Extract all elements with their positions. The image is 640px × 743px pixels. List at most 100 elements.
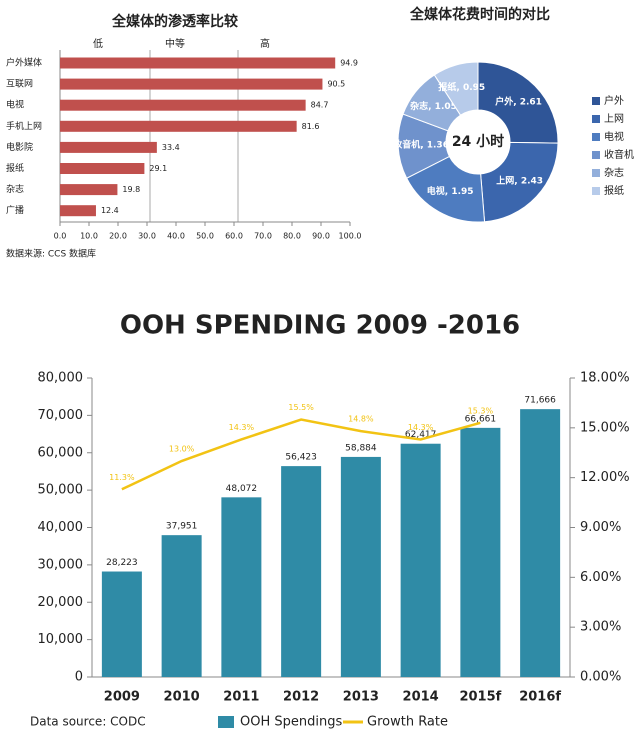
y2-tick-label: 12.00% xyxy=(580,470,630,485)
value-label: 28,223 xyxy=(106,558,138,568)
value-label: 15.5% xyxy=(288,403,314,412)
value-label: 15.3% xyxy=(468,406,494,415)
value-label: 收音机, 1.36 xyxy=(393,139,449,151)
chart-title: OOH SPENDING 2009 -2016 xyxy=(120,311,520,341)
y2-tick-label: 3.00% xyxy=(580,620,621,635)
x-tick-label: 2013 xyxy=(343,690,379,705)
y-tick-label: 电视 xyxy=(6,99,24,111)
value-label: 84.7 xyxy=(311,101,329,110)
annotation: 低 xyxy=(93,37,103,50)
annotation: 高 xyxy=(260,37,270,50)
legend-label: 上网 xyxy=(604,113,624,125)
legend-swatch xyxy=(592,151,600,159)
x-tick-label: 2014 xyxy=(403,690,439,705)
legend-label: 电视 xyxy=(604,130,624,143)
y-tick-label: 手机上网 xyxy=(6,120,42,132)
value-label: 62,417 xyxy=(405,430,437,440)
x-tick-label: 40.0 xyxy=(167,232,185,241)
donut-slice xyxy=(477,61,559,144)
y-tick-label: 50,000 xyxy=(38,483,84,498)
bar xyxy=(60,57,336,69)
y-tick-label: 0 xyxy=(75,670,83,685)
x-tick-label: 60.0 xyxy=(225,232,243,241)
legend-swatch xyxy=(592,133,600,141)
x-tick-label: 70.0 xyxy=(254,232,272,241)
value-label: 29.1 xyxy=(149,164,167,173)
bar xyxy=(400,443,441,677)
y-tick-label: 户外媒体 xyxy=(6,57,42,69)
value-label: 37,951 xyxy=(166,522,198,532)
x-tick-label: 2010 xyxy=(164,690,200,705)
value-label: 杂志, 1.05 xyxy=(410,100,457,112)
y-tick-label: 10,000 xyxy=(38,632,84,647)
y-tick-label: 70,000 xyxy=(38,408,84,423)
bar xyxy=(60,141,157,153)
x-tick-label: 0.0 xyxy=(54,232,67,241)
value-label: 报纸, 0.95 xyxy=(438,81,485,93)
donut-slice xyxy=(433,61,479,116)
x-tick-label: 2009 xyxy=(104,690,140,705)
legend-swatch xyxy=(592,187,600,195)
legend-swatch xyxy=(592,97,600,105)
bar xyxy=(60,99,306,111)
legend-label: Growth Rate xyxy=(367,715,448,730)
value-label: 13.0% xyxy=(169,445,195,454)
y2-tick-label: 18.00% xyxy=(580,371,630,386)
bar xyxy=(60,120,297,132)
legend-swatch xyxy=(592,115,600,123)
value-label: 33.4 xyxy=(162,143,180,152)
y-tick-label: 电影院 xyxy=(6,141,33,153)
value-label: 11.3% xyxy=(109,473,135,482)
bar xyxy=(520,409,561,677)
x-tick-label: 2011 xyxy=(223,690,259,705)
legend-swatch xyxy=(218,716,234,728)
bar xyxy=(281,466,322,677)
y2-tick-label: 15.00% xyxy=(580,420,630,435)
value-label: 上网, 2.43 xyxy=(496,174,543,186)
x-tick-label: 20.0 xyxy=(109,232,127,241)
legend-swatch xyxy=(592,169,600,177)
bar xyxy=(340,456,381,677)
value-label: 户外, 2.61 xyxy=(495,95,542,107)
value-label: 14.3% xyxy=(408,423,434,432)
bar xyxy=(60,205,96,217)
chart-title: 全媒体花费时间的对比 xyxy=(409,6,550,23)
legend-label: 杂志 xyxy=(604,166,624,179)
bar xyxy=(221,497,262,677)
y-tick-label: 60,000 xyxy=(38,445,84,460)
y-tick-label: 杂志 xyxy=(6,183,24,195)
y-tick-label: 广播 xyxy=(6,204,24,216)
bar xyxy=(101,571,142,677)
y-tick-label: 20,000 xyxy=(38,595,84,610)
y-tick-label: 30,000 xyxy=(38,557,84,572)
source: 数据来源: CCS 数据库 xyxy=(6,248,96,260)
x-tick-label: 90.0 xyxy=(312,232,330,241)
value-label: 81.6 xyxy=(302,122,320,131)
value-label: 19.8 xyxy=(122,185,140,194)
value-label: 电视, 1.95 xyxy=(427,185,474,197)
x-tick-label: 10.0 xyxy=(80,232,98,241)
donut-slice xyxy=(480,141,559,223)
y2-tick-label: 0.00% xyxy=(580,670,621,685)
y2-tick-label: 6.00% xyxy=(580,570,621,585)
value-label: 58,884 xyxy=(345,443,377,453)
bar xyxy=(60,163,145,174)
annotation: 中等 xyxy=(165,37,185,50)
bar xyxy=(161,535,202,677)
y-tick-label: 40,000 xyxy=(38,520,84,535)
value-label: 48,072 xyxy=(226,484,258,494)
bar xyxy=(460,427,501,677)
value-label: 12.4 xyxy=(101,206,119,215)
x-tick-label: 2016f xyxy=(519,690,561,705)
value-label: 94.9 xyxy=(340,59,358,68)
y-tick-label: 报纸 xyxy=(6,162,24,174)
x-tick-label: 30.0 xyxy=(138,232,156,241)
value-label: 14.8% xyxy=(348,415,374,424)
value-label: 14.3% xyxy=(229,423,255,432)
line xyxy=(121,418,481,491)
value-label: 71,666 xyxy=(524,396,556,406)
x-tick-label: 50.0 xyxy=(196,232,214,241)
value-label: 90.5 xyxy=(327,80,345,89)
legend-label: 收音机 xyxy=(604,148,634,161)
